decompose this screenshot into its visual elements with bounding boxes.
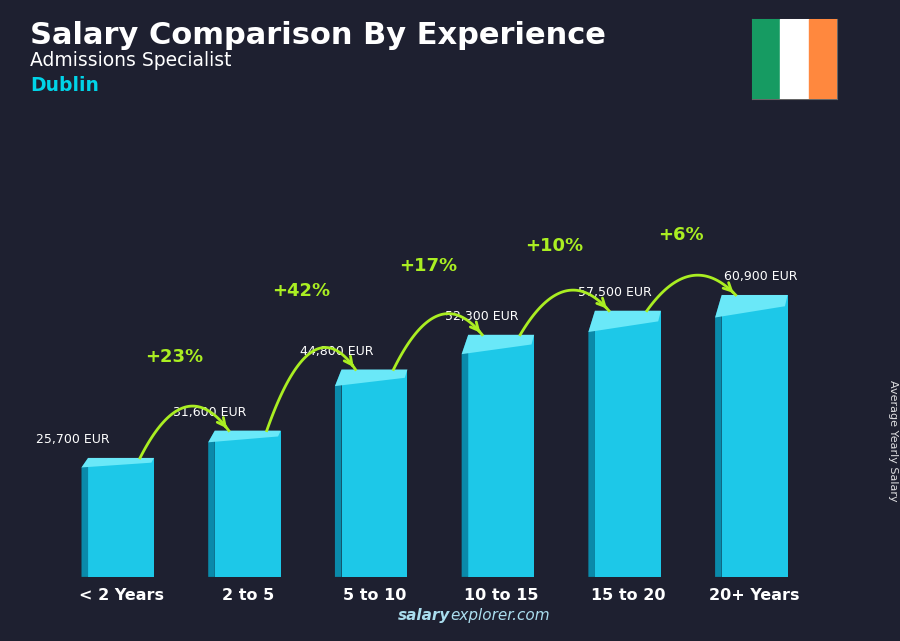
Polygon shape <box>716 295 788 317</box>
Bar <box>341 369 408 577</box>
Bar <box>808 19 837 99</box>
Bar <box>752 19 780 99</box>
Text: salary: salary <box>398 608 450 623</box>
Text: 44,800 EUR: 44,800 EUR <box>300 345 373 358</box>
Polygon shape <box>589 311 661 332</box>
Polygon shape <box>462 335 468 577</box>
Text: +17%: +17% <box>399 256 457 274</box>
Text: 25,700 EUR: 25,700 EUR <box>36 433 110 446</box>
Text: +6%: +6% <box>658 226 704 244</box>
Polygon shape <box>716 295 722 577</box>
Text: Dublin: Dublin <box>30 76 99 95</box>
Bar <box>722 295 788 577</box>
Bar <box>88 458 154 577</box>
Text: explorer.com: explorer.com <box>450 608 550 623</box>
Text: 52,300 EUR: 52,300 EUR <box>446 310 519 323</box>
Bar <box>215 431 281 577</box>
Bar <box>780 19 808 99</box>
Text: Admissions Specialist: Admissions Specialist <box>30 51 231 70</box>
Text: 57,500 EUR: 57,500 EUR <box>579 286 652 299</box>
Polygon shape <box>462 335 534 354</box>
Polygon shape <box>82 458 88 577</box>
Bar <box>468 335 534 577</box>
Text: 31,600 EUR: 31,600 EUR <box>173 406 247 419</box>
Text: 60,900 EUR: 60,900 EUR <box>724 271 797 283</box>
Polygon shape <box>82 458 154 467</box>
Polygon shape <box>208 431 215 577</box>
Bar <box>595 311 661 577</box>
Text: +23%: +23% <box>145 348 203 366</box>
Text: Salary Comparison By Experience: Salary Comparison By Experience <box>30 21 606 50</box>
Text: +42%: +42% <box>272 282 330 300</box>
Polygon shape <box>335 369 408 386</box>
Text: Average Yearly Salary: Average Yearly Salary <box>888 380 898 502</box>
Polygon shape <box>335 369 341 577</box>
Polygon shape <box>208 431 281 442</box>
Text: +10%: +10% <box>526 237 583 255</box>
Polygon shape <box>589 311 595 577</box>
